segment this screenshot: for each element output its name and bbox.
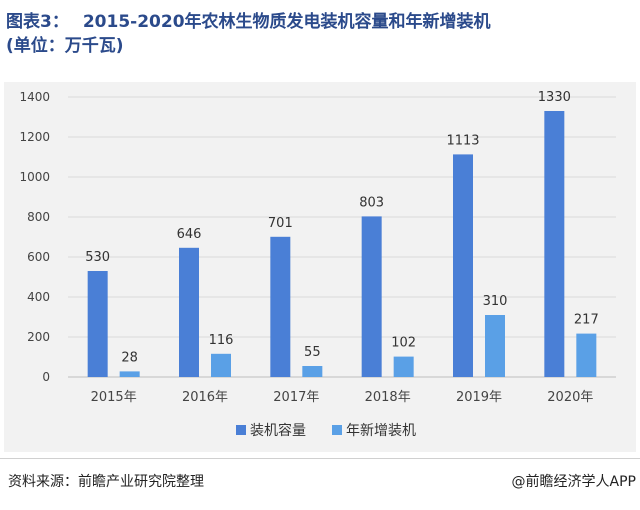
data-label: 1330 xyxy=(538,90,571,105)
bar-new-installed xyxy=(485,315,505,377)
x-tick-label: 2017年 xyxy=(273,390,319,405)
chart-title: 图表3： 2015-2020年农林生物质发电装机容量和年新增装机 (单位：万千瓦) xyxy=(6,10,634,58)
data-label: 217 xyxy=(574,313,599,328)
footer: 资料来源：前瞻产业研究院整理 @前瞻经济学人APP xyxy=(0,458,640,510)
chart-area: 0 200 400 600 800 1000 1200 1400 530 28 2015年 646 11… xyxy=(4,82,636,452)
legend-label: 年新增装机 xyxy=(346,423,416,439)
y-tick-label: 600 xyxy=(27,250,50,264)
y-tick-label: 0 xyxy=(42,370,50,384)
title-text: 2015-2020年农林生物质发电装机容量和年新增装机 xyxy=(82,12,491,32)
x-tick-label: 2019年 xyxy=(456,390,502,405)
bar-capacity xyxy=(453,154,473,377)
y-tick-label: 400 xyxy=(27,290,50,304)
data-label: 1113 xyxy=(446,133,479,148)
bar-capacity xyxy=(87,271,108,377)
data-label: 701 xyxy=(268,216,293,231)
bar-capacity xyxy=(270,236,291,377)
bar-new-installed xyxy=(576,333,597,377)
y-tick-label: 1000 xyxy=(19,170,50,184)
bar-new-installed xyxy=(211,353,231,377)
x-tick-label: 2016年 xyxy=(182,390,228,405)
data-label: 116 xyxy=(209,333,234,348)
x-tick-label: 2020年 xyxy=(547,390,593,405)
brand-credit: @前瞻经济学人APP xyxy=(511,474,636,490)
unit-label: (单位：万千瓦) xyxy=(6,36,124,56)
y-tick-label: 1400 xyxy=(19,90,50,104)
bar-new-installed xyxy=(119,371,140,377)
x-tick-label: 2015年 xyxy=(91,390,137,405)
data-label: 646 xyxy=(177,227,202,242)
legend-swatch xyxy=(236,425,246,435)
data-label: 28 xyxy=(121,350,138,365)
bar-capacity xyxy=(179,247,199,377)
data-label: 55 xyxy=(304,345,321,360)
y-tick-label: 800 xyxy=(27,210,50,224)
legend-swatch xyxy=(332,425,342,435)
bar-new-installed xyxy=(302,366,323,377)
legend-label: 装机容量 xyxy=(250,422,306,439)
y-tick-label: 200 xyxy=(27,330,50,344)
x-tick-label: 2018年 xyxy=(365,390,411,405)
bar-chart: 0 200 400 600 800 1000 1200 1400 530 28 2015年 646 11… xyxy=(19,90,616,439)
data-label: 530 xyxy=(85,250,110,265)
bar-new-installed xyxy=(393,356,414,377)
data-label: 102 xyxy=(391,336,416,351)
data-label: 310 xyxy=(483,294,508,309)
bar-capacity xyxy=(544,111,565,377)
source-note: 资料来源：前瞻产业研究院整理 xyxy=(8,474,204,490)
bar-capacity xyxy=(361,216,382,377)
y-tick-label: 1200 xyxy=(19,130,50,144)
figure-number: 图表3： xyxy=(6,12,69,32)
data-label: 803 xyxy=(359,195,384,210)
